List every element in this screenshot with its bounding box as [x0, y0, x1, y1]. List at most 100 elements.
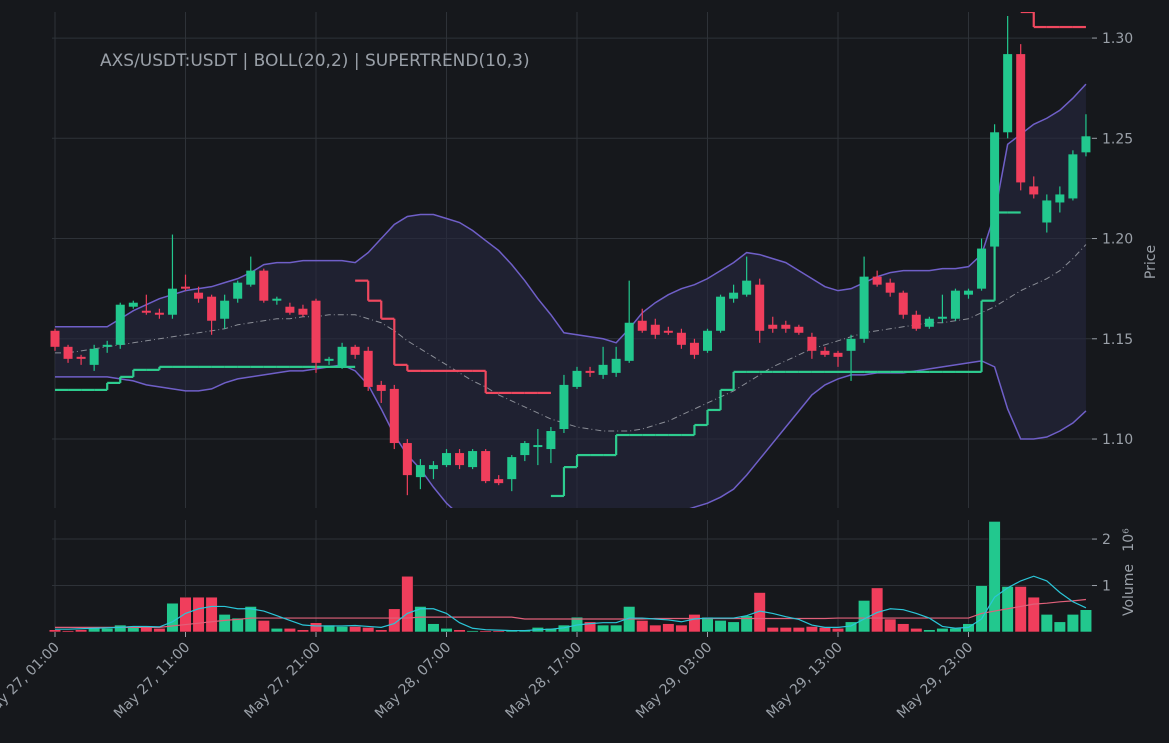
candle-body: [755, 284, 765, 331]
candle-body: [311, 300, 321, 363]
volume-bar: [910, 627, 923, 632]
volume-bar: [988, 521, 1001, 632]
candle-body: [768, 324, 778, 329]
candle-body: [572, 370, 582, 387]
candle-body: [546, 431, 556, 450]
candle-body: [76, 356, 86, 359]
volume-bar: [884, 618, 897, 632]
volume-bar: [114, 624, 127, 632]
candle-body: [455, 453, 465, 466]
volume-bar: [871, 587, 884, 632]
volume-bar: [296, 629, 310, 632]
volume-bar: [818, 627, 832, 632]
candle-body: [650, 324, 660, 335]
volume-bar: [427, 623, 440, 632]
volume-bar: [1066, 614, 1079, 632]
volume-bar: [479, 630, 492, 632]
volume-bar: [362, 627, 375, 632]
candle-body: [181, 286, 190, 289]
volume-bar: [1027, 596, 1040, 632]
candle-body: [794, 326, 804, 333]
volume-bar: [244, 606, 257, 632]
volume-bar: [61, 630, 75, 632]
candle-body: [950, 290, 960, 319]
volume-bar: [701, 616, 714, 632]
volume-bar: [1053, 621, 1066, 632]
volume-bar: [766, 627, 779, 632]
y-tick-label: 1.30: [1102, 31, 1133, 47]
candle-body: [1029, 186, 1039, 195]
candle-body: [376, 384, 386, 391]
candle-body: [337, 346, 347, 367]
candle-body: [350, 346, 360, 355]
candle-body: [102, 344, 112, 347]
volume-bar: [792, 627, 805, 632]
candle-body: [911, 314, 921, 329]
volume-bar: [831, 627, 845, 632]
y-tick-label: 1.15: [1102, 332, 1133, 348]
candle-body: [742, 280, 752, 295]
candle-body: [533, 445, 543, 448]
volume-bar: [101, 627, 114, 632]
volume-bar: [335, 626, 349, 632]
candle-body: [1081, 136, 1091, 153]
volume-bar: [897, 623, 910, 632]
volume-bar: [375, 629, 388, 632]
volume-bar: [414, 606, 427, 632]
candle-body: [1003, 54, 1013, 133]
volume-bar: [727, 621, 740, 632]
volume-bar: [257, 620, 270, 632]
candle-body: [154, 312, 164, 315]
candle-body: [220, 300, 230, 319]
volume-bar: [805, 626, 818, 632]
volume-bar: [205, 596, 218, 632]
candle-body: [415, 465, 425, 478]
candle-body: [833, 352, 843, 357]
candle-body: [141, 310, 151, 313]
candle-body: [846, 338, 856, 351]
volume-bar: [166, 602, 179, 632]
candle-body: [233, 282, 243, 299]
volume-bar: [453, 629, 466, 632]
volume-bar: [466, 630, 479, 632]
candle-body: [1055, 194, 1065, 203]
candle-body: [729, 292, 739, 299]
candle-body: [272, 298, 282, 301]
y-tick-label: 1.20: [1102, 232, 1133, 248]
candle-body: [716, 296, 726, 331]
candle-body: [428, 465, 438, 470]
volume-bar: [440, 627, 453, 632]
y-tick-label: 2: [1102, 532, 1111, 548]
candle-body: [924, 318, 934, 327]
candle-body: [402, 443, 412, 476]
candle-body: [50, 330, 60, 347]
candle-body: [194, 292, 204, 299]
candle-body: [324, 358, 334, 361]
candle-body: [481, 451, 491, 482]
volume-bar: [1040, 614, 1053, 632]
candle-body: [389, 388, 399, 444]
candle-body: [598, 364, 608, 375]
candle-body: [990, 132, 1000, 247]
candle-body: [63, 346, 73, 359]
candle-body: [128, 302, 138, 307]
volume-bar: [192, 596, 205, 632]
candle-body: [885, 282, 895, 293]
volume-offset-text: 10⁶: [1121, 528, 1137, 552]
volume-bar: [675, 624, 688, 632]
volume-bar: [688, 614, 701, 632]
candle-body: [872, 276, 882, 285]
volume-bar: [309, 622, 323, 632]
candle-body: [663, 330, 673, 333]
candle-body: [115, 304, 125, 345]
candle-body: [89, 348, 99, 365]
y-tick-label: 1.10: [1102, 432, 1133, 448]
volume-bar: [936, 627, 949, 632]
volume-bar: [975, 585, 988, 632]
volume-bar: [218, 614, 231, 632]
volume-bar: [636, 620, 649, 632]
volume-bar: [923, 629, 936, 632]
candle-body: [1016, 54, 1026, 183]
candle-body: [703, 330, 712, 351]
volume-bar: [75, 629, 88, 632]
